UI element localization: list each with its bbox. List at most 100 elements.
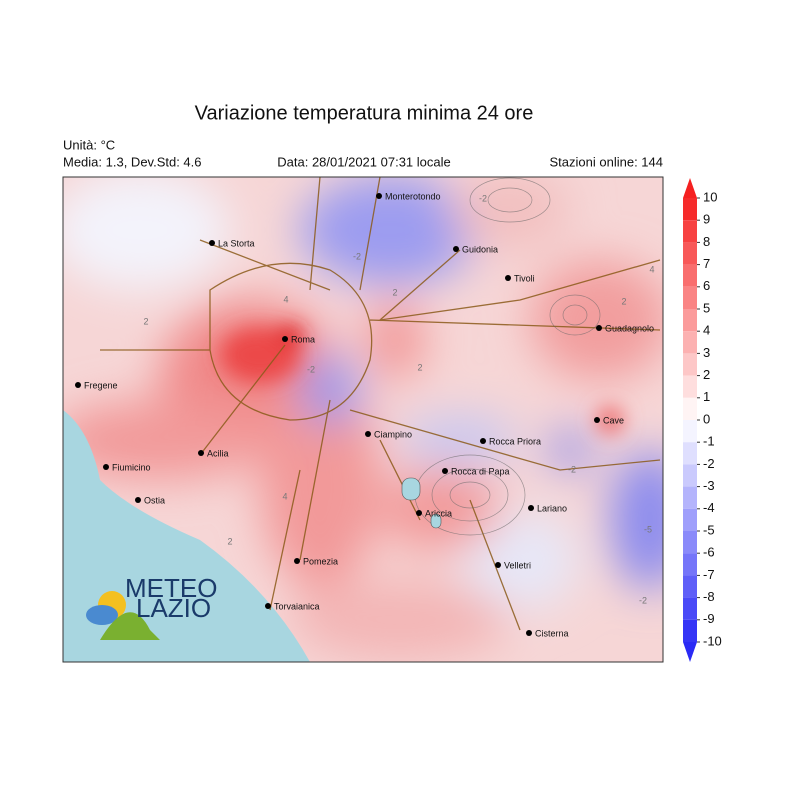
city-dot: [526, 630, 532, 636]
contour-label: -5: [644, 524, 652, 534]
city-dot: [209, 240, 215, 246]
city-label: Cisterna: [535, 628, 569, 638]
city-label: Fregene: [84, 380, 118, 390]
contour-label: 2: [621, 296, 626, 306]
colorbar-tick-label: -7: [703, 567, 715, 582]
contour-label: -2: [639, 595, 647, 605]
colorbar-tick-label: 1: [703, 389, 710, 404]
colorbar-swatch: [683, 420, 697, 443]
city-label: Cave: [603, 415, 624, 425]
city-label: Rocca di Papa: [451, 466, 510, 476]
colorbar-swatch: [683, 331, 697, 354]
city-dot: [282, 336, 288, 342]
colorbar-tick-label: -6: [703, 545, 715, 560]
colorbar-swatch: [683, 442, 697, 465]
colorbar-swatch: [683, 264, 697, 287]
city-dot: [596, 325, 602, 331]
colorbar-tick-label: -1: [703, 434, 715, 449]
city-dot: [103, 464, 109, 470]
colorbar-tick-label: 8: [703, 234, 710, 249]
city-label: Ostia: [144, 495, 165, 505]
contour-label: -2: [353, 251, 361, 261]
contour-label: 4: [283, 294, 288, 304]
city-dot: [198, 450, 204, 456]
colorbar-tick-label: 10: [703, 189, 717, 204]
colorbar-swatch: [683, 220, 697, 243]
city-dot: [294, 558, 300, 564]
field: [63, 177, 663, 660]
contour-label: -2: [307, 364, 315, 374]
colorbar-bottom: [683, 642, 697, 662]
map-frame: [62, 176, 664, 663]
colorbar-swatch: [683, 198, 697, 221]
colorbar-swatch: [683, 575, 697, 598]
colorbar-tick-label: 0: [703, 411, 710, 426]
city-dot: [265, 603, 271, 609]
colorbar-tick-label: -2: [703, 456, 715, 471]
title: Variazione temperatura minima 24 ore: [195, 102, 534, 124]
colorbar-tick-label: 4: [703, 323, 710, 338]
sea: [63, 410, 310, 662]
map: Monterotondo La Storta Guidonia Tivoli Guada…: [63, 177, 663, 662]
city-label: Roma: [291, 334, 315, 344]
colorbar-swatch: [683, 531, 697, 554]
colorbar-tick-label: -10: [703, 633, 722, 648]
colorbar-swatch: [683, 508, 697, 531]
city-dot: [594, 417, 600, 423]
stats: Media: 1.3, Dev.Std: 4.6: [63, 154, 202, 169]
colorbar-tick-label: -4: [703, 500, 715, 515]
colorbar-tick-label: 7: [703, 256, 710, 271]
contour-label: 2: [392, 287, 397, 297]
city-label: Ariccia: [425, 508, 452, 518]
colorbar-tick-label: -8: [703, 589, 715, 604]
city-label: Rocca Priora: [489, 436, 541, 446]
colorbar-swatch: [683, 242, 697, 265]
city-dot: [528, 505, 534, 511]
colorbar-swatch: [683, 619, 697, 642]
city-dot: [442, 468, 448, 474]
logo-line1: METEO: [125, 573, 217, 603]
city-dot: [505, 275, 511, 281]
colorbar-tick-label: 9: [703, 212, 710, 227]
colorbar-tick-label: -9: [703, 611, 715, 626]
city-dot: [453, 246, 459, 252]
contour-label: -2: [479, 193, 487, 203]
city-dot: [495, 562, 501, 568]
city-label: Lariano: [537, 503, 567, 513]
contour-label: 4: [649, 264, 654, 274]
city-label: Guidonia: [462, 244, 498, 254]
city-label: Fiumicino: [112, 462, 151, 472]
colorbar-swatch: [683, 375, 697, 398]
colorbar-swatch: [683, 486, 697, 509]
contour-label: 2: [143, 316, 148, 326]
logo: METEO LAZIO: [86, 573, 217, 640]
city-label: Monterotondo: [385, 191, 441, 201]
city-label: Guadagnolo: [605, 323, 654, 333]
colorbar-swatch: [683, 286, 697, 309]
contour-label: 2: [417, 362, 422, 372]
contour-label: -2: [568, 464, 576, 474]
city-label: Ciampino: [374, 429, 412, 439]
city-label: La Storta: [218, 238, 255, 248]
city-label: Tivoli: [514, 273, 535, 283]
city-dot: [416, 510, 422, 516]
colorbar-swatch: [683, 397, 697, 420]
city-dot: [135, 497, 141, 503]
city-dot: [75, 382, 81, 388]
colorbar-tick-label: 3: [703, 345, 710, 360]
colorbar-tick-label: 5: [703, 300, 710, 315]
colorbar-top: [683, 178, 697, 198]
colorbar-swatch: [683, 309, 697, 332]
colorbar-tick-label: -5: [703, 522, 715, 537]
contour-label: 2: [227, 536, 232, 546]
city-dot: [365, 431, 371, 437]
city-label: Velletri: [504, 560, 531, 570]
city-dot: [480, 438, 486, 444]
colorbar-swatch: [683, 353, 697, 376]
contour-label: 4: [282, 491, 287, 501]
logo-line2: LAZIO: [136, 593, 211, 623]
stations: Stazioni online: 144: [550, 154, 663, 169]
city-label: Acilia: [207, 448, 229, 458]
colorbar-tick-label: -3: [703, 478, 715, 493]
